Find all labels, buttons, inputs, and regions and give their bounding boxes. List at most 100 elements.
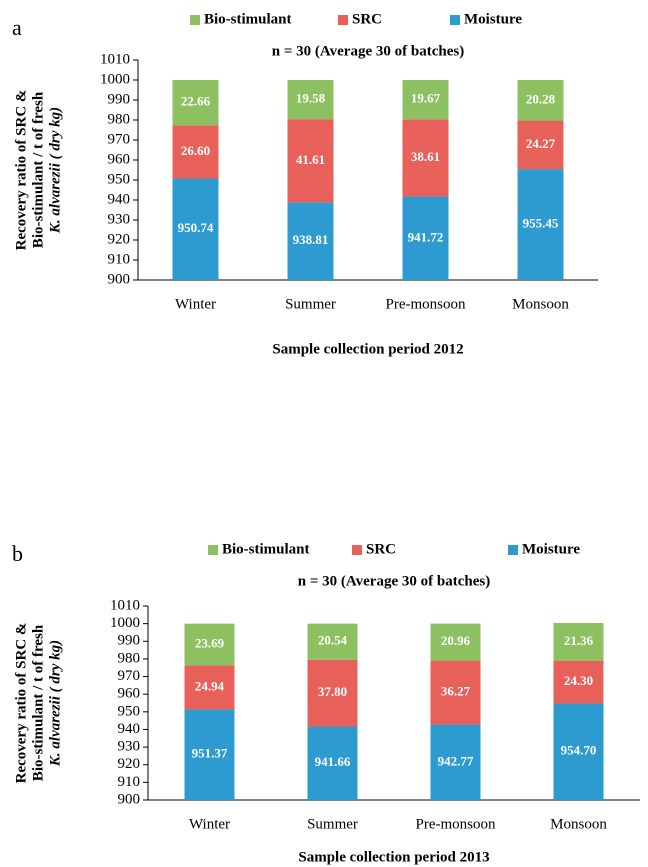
legend-swatch — [190, 15, 200, 25]
bar-segment — [184, 623, 235, 666]
y-tick-label: 940 — [118, 721, 141, 737]
y-axis-label: K. alvarezii ( dry kg) — [47, 640, 63, 767]
y-tick-label: 930 — [108, 211, 131, 227]
bar-segment — [553, 623, 604, 661]
y-tick-label: 970 — [108, 131, 131, 147]
legend-label: Moisture — [522, 541, 580, 557]
bar-segment — [517, 169, 564, 280]
value-label: 951.37 — [192, 746, 228, 761]
y-tick-label: 930 — [118, 739, 141, 755]
y-tick-label: 910 — [108, 251, 131, 267]
y-axis-label: Bio-stimulant / t of fresh — [30, 624, 46, 781]
value-label: 941.66 — [315, 754, 351, 769]
y-tick-label: 980 — [108, 111, 131, 127]
value-label: 938.81 — [293, 232, 329, 247]
value-label: 24.27 — [526, 136, 556, 151]
legend-label: Bio-stimulant — [222, 541, 310, 557]
bar-segment — [430, 660, 481, 725]
subtitle: n = 30 (Average 30 of batches) — [272, 43, 464, 59]
y-tick-label: 920 — [108, 231, 131, 247]
value-label: 23.69 — [195, 636, 225, 651]
x-tick-label: Monsoon — [512, 296, 569, 312]
y-tick-label: 990 — [108, 91, 131, 107]
legend-swatch — [450, 15, 460, 25]
bar-segment — [307, 623, 358, 660]
y-tick-label: 910 — [118, 774, 141, 790]
bar-segment — [517, 80, 564, 121]
bar-segment — [307, 726, 358, 800]
y-tick-label: 920 — [118, 756, 141, 772]
bar-segment — [172, 178, 219, 280]
y-tick-label: 900 — [118, 791, 141, 807]
x-tick-label: Summer — [307, 816, 358, 832]
legend-label: Moisture — [464, 11, 522, 27]
legend-label: SRC — [366, 541, 396, 557]
bar-segment — [287, 80, 334, 120]
x-axis-label: Sample collection period 2012 — [272, 341, 463, 357]
bar-segment — [287, 202, 334, 280]
y-tick-label: 960 — [118, 686, 141, 702]
value-label: 955.45 — [523, 216, 559, 231]
x-tick-label: Pre-monsoon — [416, 816, 496, 832]
value-label: 21.36 — [564, 633, 594, 648]
x-tick-label: Winter — [175, 296, 216, 312]
bar-segment — [517, 120, 564, 170]
y-axis-label: K. alvarezii ( dry kg) — [47, 107, 63, 234]
y-tick-label: 990 — [118, 633, 141, 649]
bar-segment — [430, 724, 481, 800]
legend-label: Bio-stimulant — [204, 11, 292, 27]
value-label: 19.58 — [296, 91, 326, 106]
value-label: 942.77 — [438, 753, 474, 768]
y-tick-label: 980 — [118, 650, 141, 666]
y-axis-label: Bio-stimulant / t of fresh — [30, 91, 46, 248]
y-tick-label: 1010 — [100, 51, 130, 67]
legend-swatch — [208, 545, 218, 555]
bar-segment — [184, 665, 235, 710]
value-label: 41.61 — [296, 152, 325, 167]
x-tick-label: Pre-monsoon — [386, 296, 466, 312]
bar-segment — [172, 125, 219, 179]
value-label: 20.96 — [441, 633, 471, 648]
y-axis-label: Recovery ratio of SRC & — [13, 623, 29, 784]
x-tick-label: Summer — [285, 296, 336, 312]
value-label: 24.30 — [564, 673, 593, 688]
bar-segment — [430, 623, 481, 661]
value-label: 22.66 — [181, 94, 211, 109]
x-tick-label: Winter — [189, 816, 230, 832]
y-axis-label: Recovery ratio of SRC & — [13, 90, 29, 251]
value-label: 19.67 — [411, 91, 441, 106]
value-label: 24.94 — [195, 678, 225, 693]
value-label: 20.28 — [526, 91, 556, 106]
legend-swatch — [338, 15, 348, 25]
bar-segment — [553, 660, 604, 704]
value-label: 36.27 — [441, 684, 471, 699]
subtitle: n = 30 (Average 30 of batches) — [298, 573, 490, 589]
bar-segment — [287, 119, 334, 203]
y-tick-label: 950 — [118, 703, 141, 719]
bar-segment — [184, 709, 235, 800]
bar-segment — [307, 659, 358, 727]
value-label: 941.72 — [408, 229, 444, 244]
value-label: 20.54 — [318, 633, 348, 648]
bar-segment — [402, 119, 449, 197]
y-tick-label: 970 — [118, 668, 141, 684]
y-tick-label: 1000 — [110, 615, 140, 631]
bar-segment — [402, 80, 449, 120]
value-label: 37.80 — [318, 684, 347, 699]
y-tick-label: 950 — [108, 171, 131, 187]
panel-label: a — [12, 15, 22, 40]
value-label: 954.70 — [561, 743, 597, 758]
legend-swatch — [508, 545, 518, 555]
y-tick-label: 960 — [108, 151, 131, 167]
x-axis-label: Sample collection period 2013 — [298, 849, 489, 865]
panel-label: b — [12, 541, 23, 566]
bar-segment — [402, 196, 449, 280]
y-tick-label: 940 — [108, 191, 131, 207]
bar-segment — [553, 703, 604, 800]
value-label: 26.60 — [181, 143, 210, 158]
value-label: 38.61 — [411, 149, 440, 164]
y-tick-label: 900 — [108, 271, 131, 287]
y-tick-label: 1010 — [110, 597, 140, 613]
x-tick-label: Monsoon — [550, 816, 607, 832]
